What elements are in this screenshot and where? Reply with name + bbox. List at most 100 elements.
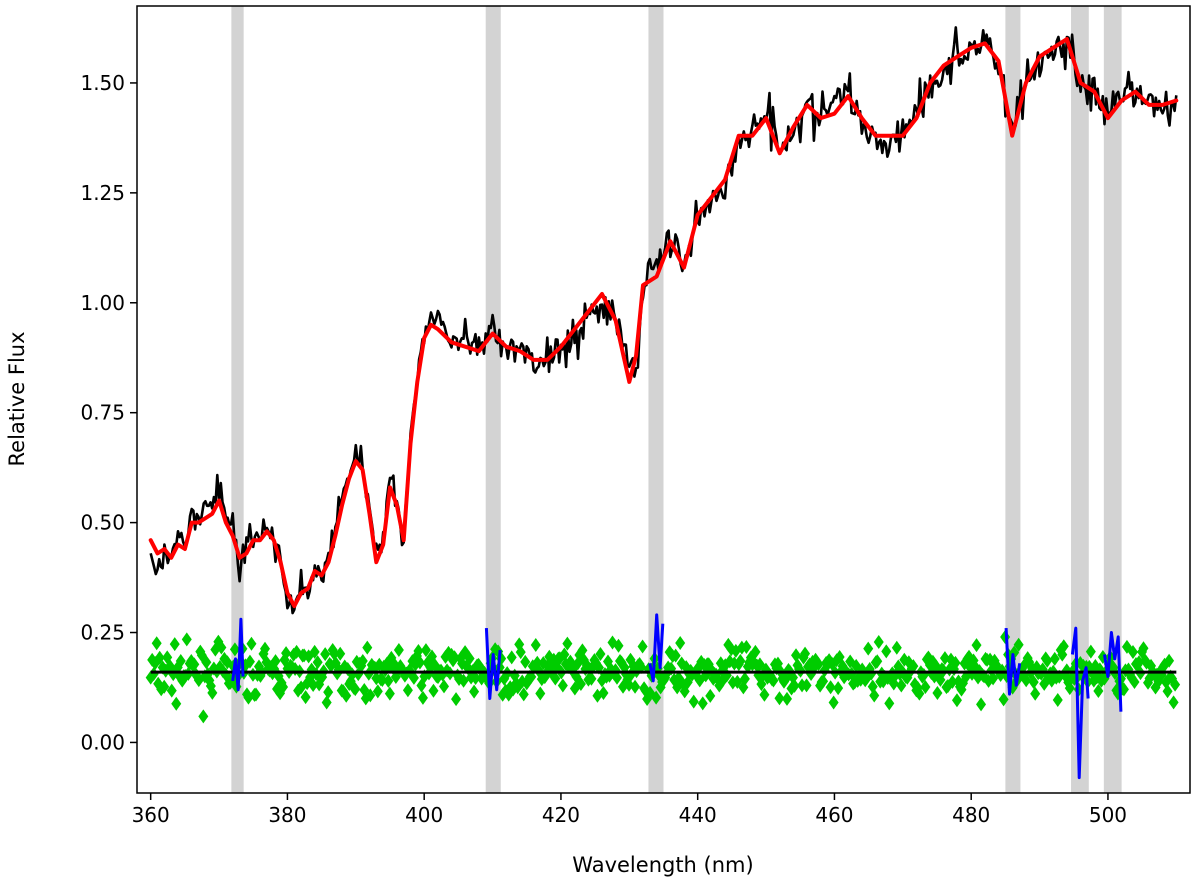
x-tick-label: 480	[952, 803, 990, 827]
residual-point	[813, 657, 824, 672]
x-axis: 360 380 400 420 440 460 480 500	[132, 793, 1127, 827]
residual-point	[281, 646, 292, 661]
masked-band	[485, 6, 501, 793]
residual-point	[688, 694, 699, 709]
y-tick-label: 0.00	[80, 730, 125, 754]
residual-point	[428, 683, 439, 698]
residual-point	[896, 678, 907, 693]
residual-point	[320, 647, 331, 662]
model-fit-line	[148, 37, 1179, 609]
masked-residual-line	[484, 628, 502, 700]
residual-point	[800, 646, 811, 661]
residual-point	[323, 685, 334, 700]
residual-point	[1049, 651, 1060, 666]
residual-point	[735, 653, 746, 668]
residual-point	[329, 646, 340, 661]
residual-point	[586, 671, 597, 686]
residual-point	[154, 650, 165, 665]
masked-residual-line	[648, 613, 665, 683]
x-axis-title: Wavelength (nm)	[572, 853, 753, 877]
residual-point	[598, 685, 609, 700]
residual-point	[1093, 684, 1104, 699]
residual-point	[201, 655, 212, 670]
residual-point	[781, 691, 792, 706]
residual-point	[250, 687, 261, 702]
residual-point	[1129, 675, 1140, 690]
residual-point	[362, 640, 373, 655]
y-tick-label: 1.25	[80, 181, 125, 205]
residual-point	[1162, 684, 1173, 699]
x-tick-label: 400	[405, 803, 443, 827]
residual-point	[932, 686, 943, 701]
residual-point	[308, 677, 319, 692]
residual-point	[1058, 639, 1069, 654]
residual-point	[506, 650, 517, 665]
residual-point	[321, 695, 332, 710]
residual-point	[559, 647, 570, 662]
residual-point	[1164, 653, 1175, 668]
residual-point	[535, 686, 546, 701]
residual-point	[413, 643, 424, 658]
x-tick-label: 440	[679, 803, 717, 827]
residual-point	[938, 663, 949, 678]
residual-point	[670, 648, 681, 663]
residual-point	[365, 688, 376, 703]
residual-point	[636, 659, 647, 674]
residual-point	[1030, 686, 1041, 701]
residual-point	[166, 683, 177, 698]
residual-point	[575, 677, 586, 692]
residual-point	[183, 666, 194, 681]
residual-point	[470, 671, 481, 686]
residual-point	[1138, 641, 1149, 656]
residual-point	[393, 642, 404, 657]
residual-point	[1042, 653, 1053, 668]
residual-point	[246, 636, 257, 651]
residual-point	[833, 681, 844, 696]
residual-point	[914, 686, 925, 701]
residual-point	[759, 687, 770, 702]
residual-point	[469, 684, 480, 699]
residual-point	[309, 644, 320, 659]
residual-point	[768, 673, 779, 688]
residual-point	[637, 639, 648, 654]
residual-point	[402, 683, 413, 698]
residual-point	[357, 654, 368, 669]
residual-point	[998, 692, 1009, 707]
residual-point	[577, 643, 588, 658]
y-tick-label: 0.25	[80, 621, 125, 645]
x-tick-label: 380	[268, 803, 306, 827]
residual-point	[873, 634, 884, 649]
y-tick-label: 1.00	[80, 291, 125, 315]
masked-band	[1103, 6, 1122, 793]
residual-point	[1170, 677, 1181, 692]
masked-wavelength-bands	[231, 6, 1122, 793]
residual-point	[1052, 692, 1063, 707]
masked-residual-line	[1004, 628, 1022, 696]
residual-point	[372, 684, 383, 699]
residual-point	[169, 637, 180, 652]
residual-point	[789, 678, 800, 693]
residual-point	[1085, 644, 1096, 659]
residual-point	[791, 648, 802, 663]
masked-band	[648, 6, 664, 793]
residual-point	[557, 678, 568, 693]
residual-point	[550, 671, 561, 686]
residual-point	[891, 640, 902, 655]
masked-residual-line	[231, 617, 245, 692]
residual-point	[774, 691, 785, 706]
residual-point	[884, 696, 895, 711]
y-tick-label: 1.50	[80, 71, 125, 95]
residual-point	[1064, 681, 1075, 696]
residual-point	[464, 651, 475, 666]
residual-point	[869, 688, 880, 703]
residual-point	[988, 671, 999, 686]
residual-point	[595, 646, 606, 661]
residual-point	[951, 693, 962, 708]
residual-point	[189, 657, 200, 672]
y-tick-label: 0.75	[80, 401, 125, 425]
residual-point	[198, 709, 209, 724]
x-tick-label: 500	[1089, 803, 1127, 827]
residual-point	[630, 679, 641, 694]
residual-point	[750, 644, 761, 659]
residual-point	[866, 666, 877, 681]
